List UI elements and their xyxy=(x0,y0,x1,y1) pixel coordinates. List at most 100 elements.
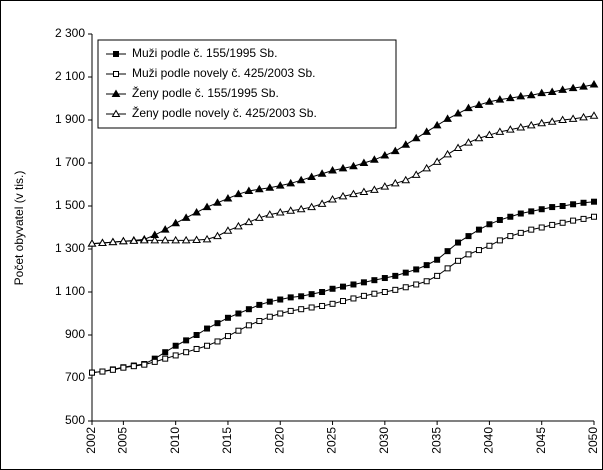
marker xyxy=(109,366,116,373)
marker xyxy=(213,231,222,240)
marker xyxy=(129,236,139,244)
marker xyxy=(401,175,411,184)
marker xyxy=(496,237,503,244)
marker xyxy=(317,169,327,177)
marker xyxy=(319,302,326,309)
marker xyxy=(287,294,294,301)
marker xyxy=(172,352,179,359)
marker xyxy=(474,133,484,142)
marker xyxy=(235,327,242,334)
marker xyxy=(443,114,452,122)
marker xyxy=(465,251,472,258)
marker xyxy=(214,320,221,327)
x-tick-label: 2002 xyxy=(84,427,98,454)
marker xyxy=(204,325,211,332)
marker xyxy=(464,138,473,146)
marker xyxy=(432,120,442,129)
marker xyxy=(505,93,515,102)
marker xyxy=(413,266,420,273)
marker xyxy=(495,95,505,103)
marker xyxy=(464,103,473,112)
marker xyxy=(193,332,200,338)
marker xyxy=(256,318,263,325)
marker xyxy=(516,123,526,131)
marker xyxy=(340,298,346,305)
y-tick-label: 900 xyxy=(65,327,85,341)
marker xyxy=(202,202,212,211)
marker xyxy=(392,272,399,279)
marker xyxy=(130,363,137,370)
marker xyxy=(455,239,462,246)
marker xyxy=(570,217,577,224)
marker xyxy=(172,342,179,349)
marker xyxy=(98,238,107,246)
legend-marker xyxy=(111,109,121,117)
marker xyxy=(275,207,285,216)
marker xyxy=(549,204,556,211)
marker xyxy=(507,213,514,220)
marker xyxy=(443,149,452,158)
marker xyxy=(192,207,201,216)
legend-box xyxy=(97,39,397,129)
marker xyxy=(380,182,390,190)
marker xyxy=(328,166,337,174)
y-axis-label: Počet obyvatel (v tis.) xyxy=(12,171,26,286)
legend-marker xyxy=(113,51,119,57)
marker xyxy=(213,198,222,206)
marker xyxy=(381,275,388,282)
marker xyxy=(329,285,336,292)
x-tick-label: 2020 xyxy=(272,427,286,454)
marker xyxy=(547,117,557,125)
marker xyxy=(223,226,233,234)
marker xyxy=(108,237,118,246)
marker xyxy=(298,293,305,300)
marker xyxy=(307,202,316,211)
marker xyxy=(234,189,243,198)
legend-label: Muži podle novely č. 425/2003 Sb. xyxy=(132,66,315,80)
marker xyxy=(360,292,367,299)
legend-marker xyxy=(113,71,119,77)
marker xyxy=(244,217,254,226)
marker xyxy=(558,85,567,93)
x-tick-label: 2030 xyxy=(377,427,391,454)
marker xyxy=(181,213,191,221)
marker xyxy=(256,301,263,308)
marker xyxy=(528,208,535,215)
marker xyxy=(307,172,316,180)
marker xyxy=(580,199,587,206)
marker xyxy=(277,296,284,303)
marker xyxy=(286,206,296,214)
y-tick-label: 1 700 xyxy=(55,155,85,169)
marker xyxy=(350,281,357,288)
marker xyxy=(317,199,327,207)
marker xyxy=(371,277,378,284)
marker xyxy=(162,355,169,362)
marker xyxy=(370,185,379,193)
marker xyxy=(453,143,463,151)
legend-marker xyxy=(111,89,121,97)
marker xyxy=(392,286,399,293)
marker xyxy=(265,210,275,218)
marker xyxy=(234,221,243,230)
marker xyxy=(338,163,348,172)
marker xyxy=(160,235,170,244)
marker xyxy=(359,187,369,196)
marker xyxy=(589,80,599,88)
y-tick-label: 2 100 xyxy=(55,69,85,83)
marker xyxy=(151,358,158,365)
marker xyxy=(223,193,233,202)
legend-label: Muži podle č. 155/1995 Sb. xyxy=(132,46,277,60)
marker xyxy=(329,300,336,307)
marker xyxy=(371,290,378,297)
y-tick-label: 1 100 xyxy=(55,284,85,298)
marker xyxy=(580,215,587,222)
marker xyxy=(245,306,252,313)
marker xyxy=(298,306,305,313)
y-tick-label: 1 300 xyxy=(55,241,85,255)
marker xyxy=(422,127,432,135)
marker xyxy=(549,221,556,228)
marker xyxy=(338,191,348,200)
marker xyxy=(444,265,451,272)
marker xyxy=(380,150,390,159)
